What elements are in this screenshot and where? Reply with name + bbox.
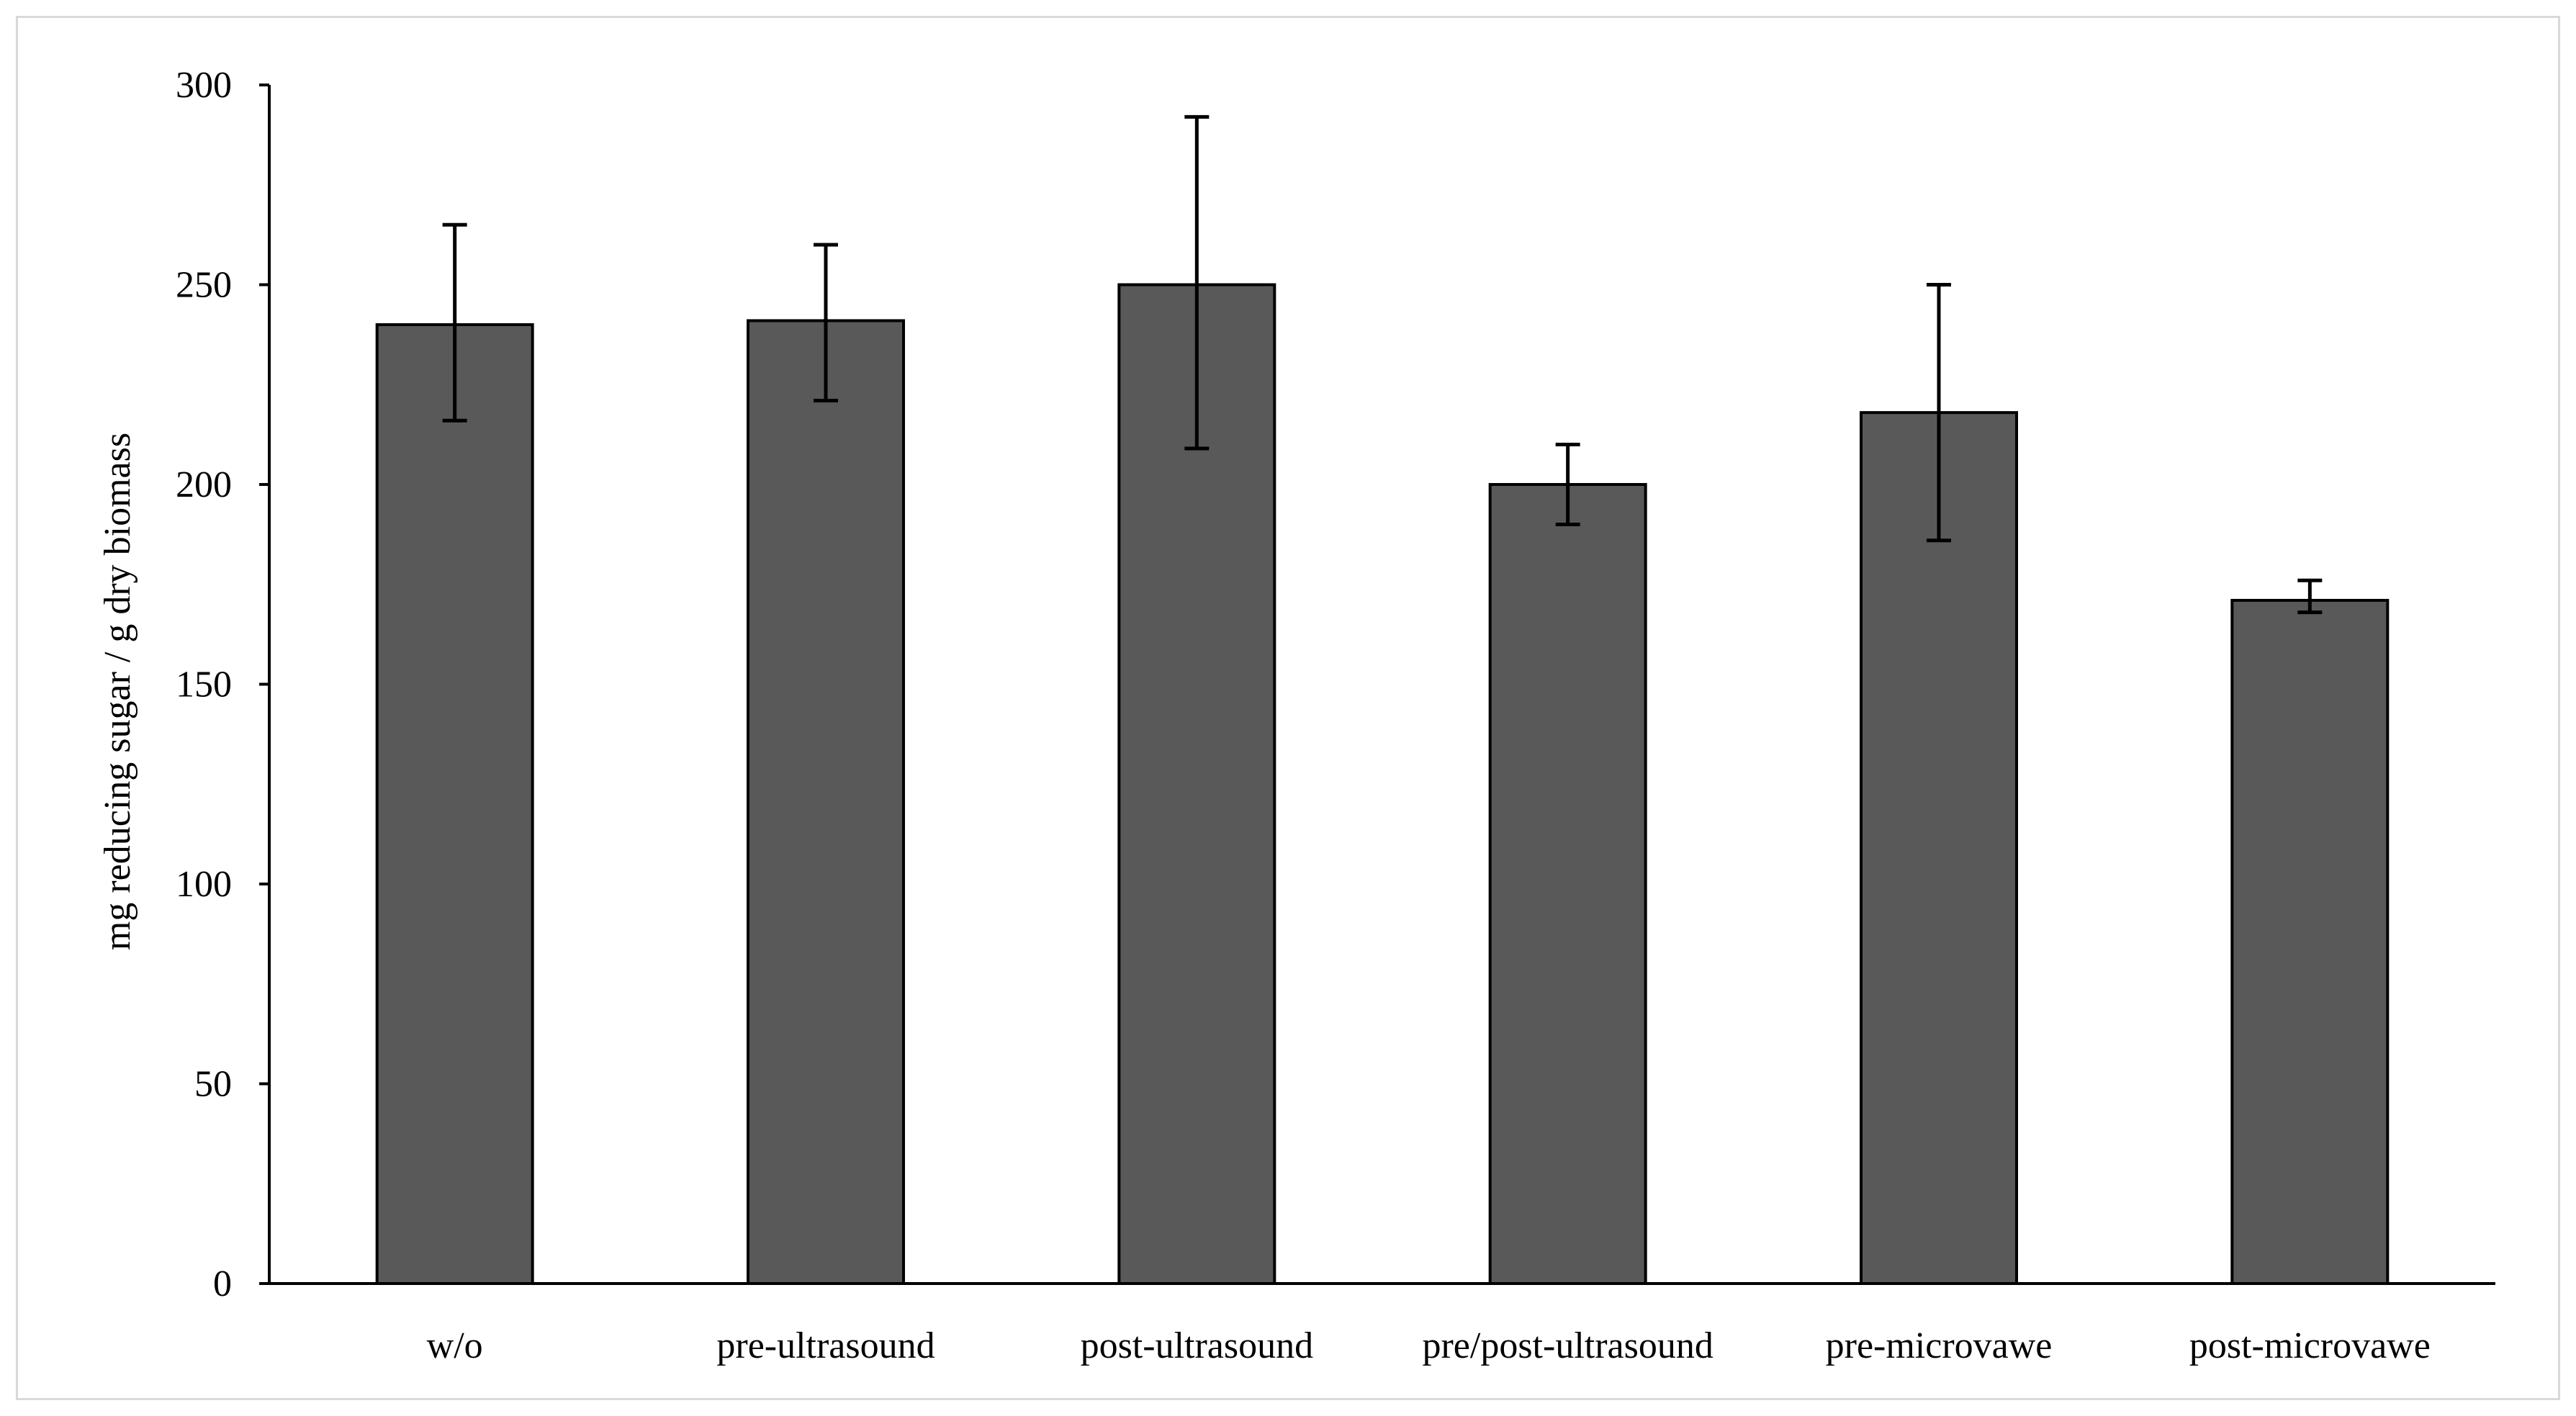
error-bar <box>1927 283 1951 543</box>
bar <box>1117 283 1276 1285</box>
y-tick-labels: 0 50 100 150 200 250 300 <box>176 65 269 1304</box>
bars-group <box>375 283 2390 1286</box>
error-bars-group <box>442 114 2323 615</box>
y-tick-label: 300 <box>176 65 232 106</box>
error-bar <box>814 243 838 402</box>
bar <box>375 323 534 1285</box>
x-tick-label: pre-ultrasound <box>716 1325 935 1366</box>
y-tick-label: 200 <box>176 464 232 505</box>
error-bar <box>442 222 467 423</box>
y-tick-label: 50 <box>194 1064 232 1105</box>
x-tick-labels: w/o pre-ultrasound post-ultrasound pre/post… <box>427 1325 2431 1366</box>
x-tick-label: post-ultrasound <box>1081 1325 1314 1366</box>
x-tick-label: pre-microvawe <box>1826 1325 2053 1366</box>
bar <box>2230 598 2390 1285</box>
y-tick-label: 0 <box>213 1263 232 1304</box>
y-tick-label: 150 <box>176 664 232 705</box>
error-bar <box>1555 443 1580 526</box>
x-tick-label: post-microvawe <box>2189 1325 2431 1366</box>
y-tick-label: 100 <box>176 864 232 905</box>
error-bar <box>1184 114 1210 451</box>
bar <box>747 319 905 1286</box>
error-bar <box>2297 578 2323 615</box>
axes-group <box>268 85 2495 1285</box>
y-tick-label: 250 <box>176 265 232 306</box>
y-axis-title: mg reducing sugar / g dry biomass <box>97 433 138 950</box>
x-tick-label: pre/post-ultrasound <box>1422 1325 1713 1366</box>
x-tick-label: w/o <box>427 1325 483 1366</box>
bar <box>1488 483 1647 1285</box>
bar <box>1860 411 2018 1285</box>
